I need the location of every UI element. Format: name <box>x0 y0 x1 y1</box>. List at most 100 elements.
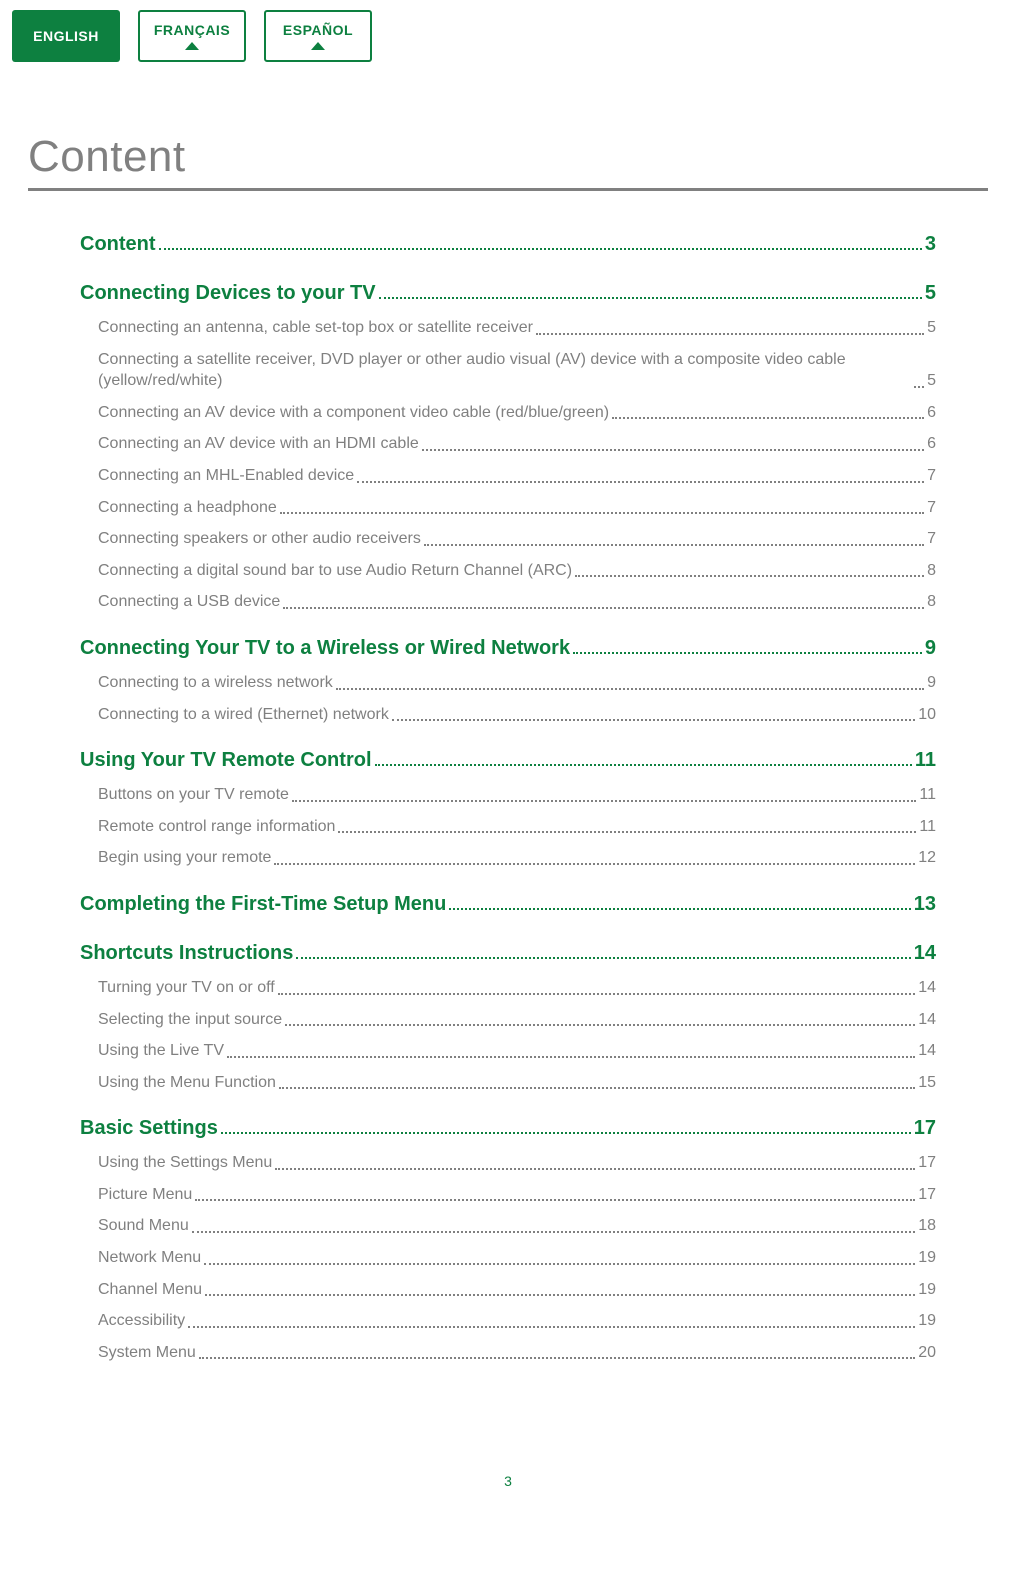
toc-label: Connecting speakers or other audio recei… <box>98 528 421 550</box>
toc-section-row[interactable]: Basic Settings 17 <box>80 1115 936 1142</box>
toc-page-number: 13 <box>914 891 936 918</box>
chevron-up-icon <box>185 42 199 50</box>
toc-item-row[interactable]: Channel Menu19 <box>80 1279 936 1301</box>
toc-label: System Menu <box>98 1342 196 1364</box>
toc-item-row[interactable]: Using the Settings Menu17 <box>80 1152 936 1174</box>
toc-page-number: 5 <box>927 370 936 392</box>
toc-leader <box>221 1132 911 1134</box>
toc-item-row[interactable]: Using the Live TV14 <box>80 1040 936 1062</box>
toc-leader <box>357 481 924 483</box>
toc-page-number: 7 <box>927 465 936 487</box>
toc-leader <box>205 1294 915 1296</box>
toc-label: Sound Menu <box>98 1215 189 1237</box>
chevron-up-icon <box>311 42 325 50</box>
toc-label: Connecting Devices to your TV <box>80 280 376 307</box>
toc-label: Connecting a headphone <box>98 497 277 519</box>
toc-label: Begin using your remote <box>98 847 271 869</box>
language-tabs: ENGLISH FRANÇAIS ESPAÑOL <box>0 0 1016 62</box>
toc-label: Channel Menu <box>98 1279 202 1301</box>
toc-item-row[interactable]: System Menu20 <box>80 1342 936 1364</box>
lang-tab-label: ENGLISH <box>33 28 99 44</box>
toc-page-number: 14 <box>918 1040 936 1062</box>
toc-leader <box>275 1168 915 1170</box>
toc-page-number: 8 <box>927 560 936 582</box>
toc-section-row[interactable]: Content 3 <box>80 231 936 258</box>
toc-item-row[interactable]: Turning your TV on or off14 <box>80 977 936 999</box>
toc-item-row[interactable]: Buttons on your TV remote11 <box>80 784 936 806</box>
toc-page-number: 6 <box>927 402 936 424</box>
lang-tab-english[interactable]: ENGLISH <box>12 10 120 62</box>
toc-page-number: 9 <box>925 635 936 662</box>
toc-leader <box>159 248 922 250</box>
lang-tab-label: ESPAÑOL <box>283 22 353 38</box>
toc-label: Completing the First-Time Setup Menu <box>80 891 446 918</box>
toc-label: Connecting to a wireless network <box>98 672 333 694</box>
toc-leader <box>192 1231 915 1233</box>
toc-section-row[interactable]: Completing the First-Time Setup Menu 13 <box>80 891 936 918</box>
toc-item-row[interactable]: Connecting an antenna, cable set-top box… <box>80 317 936 339</box>
toc-leader <box>278 993 916 995</box>
toc-item-row[interactable]: Connecting a headphone7 <box>80 497 936 519</box>
toc-item-row[interactable]: Sound Menu 18 <box>80 1215 936 1237</box>
toc-item-row[interactable]: Connecting an MHL-Enabled device7 <box>80 465 936 487</box>
toc-item-row[interactable]: Picture Menu17 <box>80 1184 936 1206</box>
toc-page-number: 5 <box>927 317 936 339</box>
toc-page-number: 18 <box>918 1215 936 1237</box>
toc-leader <box>573 652 922 654</box>
toc-leader <box>612 417 924 419</box>
lang-tab-espanol[interactable]: ESPAÑOL <box>264 10 372 62</box>
toc-item-row[interactable]: Selecting the input source14 <box>80 1009 936 1031</box>
toc-item-row[interactable]: Connecting an AV device with a component… <box>80 402 936 424</box>
toc-leader <box>424 544 924 546</box>
toc-label: Content <box>80 231 156 258</box>
toc-page-number: 3 <box>925 231 936 258</box>
toc-page-number: 17 <box>918 1184 936 1206</box>
toc-section-row[interactable]: Connecting Your TV to a Wireless or Wire… <box>80 635 936 662</box>
toc-item-row[interactable]: Connecting a satellite receiver, DVD pla… <box>80 349 936 392</box>
toc-section-row[interactable]: Shortcuts Instructions 14 <box>80 940 936 967</box>
toc-page-number: 14 <box>914 940 936 967</box>
toc-leader <box>292 800 916 802</box>
toc-item-row[interactable]: Connecting an AV device with an HDMI cab… <box>80 433 936 455</box>
toc-leader <box>375 764 912 766</box>
page-title: Content <box>28 132 988 188</box>
title-divider <box>28 188 988 191</box>
toc-leader <box>199 1357 915 1359</box>
toc-item-row[interactable]: Connecting to a wired (Ethernet) network… <box>80 704 936 726</box>
toc-page-number: 19 <box>918 1247 936 1269</box>
toc-page-number: 5 <box>925 280 936 307</box>
toc-leader <box>279 1087 915 1089</box>
toc-item-row[interactable]: Connecting speakers or other audio recei… <box>80 528 936 550</box>
toc-label: Connecting a USB device <box>98 591 280 613</box>
toc-label: Basic Settings <box>80 1115 218 1142</box>
toc-label: Connecting Your TV to a Wireless or Wire… <box>80 635 570 662</box>
toc-item-row[interactable]: Connecting a USB device8 <box>80 591 936 613</box>
toc-section-row[interactable]: Connecting Devices to your TV 5 <box>80 280 936 307</box>
toc-label: Using the Menu Function <box>98 1072 276 1094</box>
lang-tab-francais[interactable]: FRANÇAIS <box>138 10 246 62</box>
toc-label: Shortcuts Instructions <box>80 940 293 967</box>
toc-item-row[interactable]: Connecting to a wireless network9 <box>80 672 936 694</box>
toc-label: Using Your TV Remote Control <box>80 747 372 774</box>
toc-section-row[interactable]: Using Your TV Remote Control11 <box>80 747 936 774</box>
toc-leader <box>449 908 910 910</box>
toc-leader <box>280 512 924 514</box>
toc-item-row[interactable]: Accessibility 19 <box>80 1310 936 1332</box>
toc-page-number: 12 <box>918 847 936 869</box>
toc-page-number: 17 <box>914 1115 936 1142</box>
toc-item-row[interactable]: Remote control range information11 <box>80 816 936 838</box>
toc-leader <box>392 719 915 721</box>
toc-page-number: 19 <box>918 1310 936 1332</box>
toc-item-row[interactable]: Begin using your remote 12 <box>80 847 936 869</box>
lang-tab-label: FRANÇAIS <box>154 22 230 38</box>
toc-label: Buttons on your TV remote <box>98 784 289 806</box>
toc-label: Accessibility <box>98 1310 185 1332</box>
toc-item-row[interactable]: Using the Menu Function15 <box>80 1072 936 1094</box>
toc-label: Connecting an antenna, cable set-top box… <box>98 317 533 339</box>
toc-label: Connecting an AV device with an HDMI cab… <box>98 433 419 455</box>
toc-label: Connecting to a wired (Ethernet) network <box>98 704 389 726</box>
toc-item-row[interactable]: Network Menu19 <box>80 1247 936 1269</box>
toc-label: Selecting the input source <box>98 1009 282 1031</box>
toc-leader <box>422 449 924 451</box>
toc-item-row[interactable]: Connecting a digital sound bar to use Au… <box>80 560 936 582</box>
